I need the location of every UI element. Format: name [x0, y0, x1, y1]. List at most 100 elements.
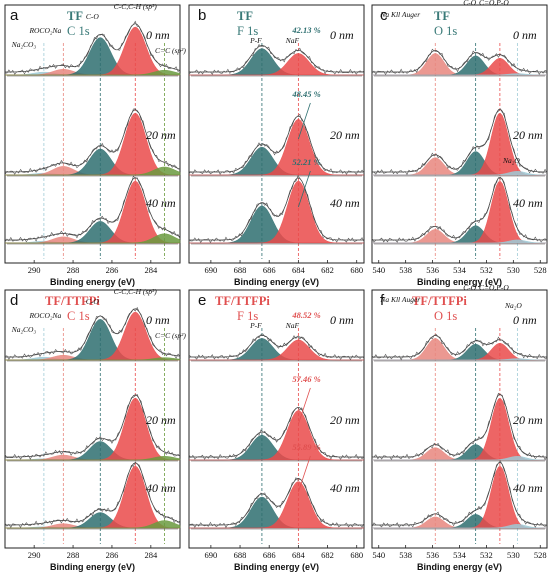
raw-spectrum — [4, 20, 181, 75]
peak-component — [189, 410, 364, 461]
depth-label: 20 nm — [146, 413, 176, 427]
peak-component — [189, 481, 364, 529]
naf-percentage-label: 57.46 % — [292, 374, 320, 384]
peak-label: ROCO₂Na — [28, 311, 61, 320]
sample-title: TF — [237, 9, 253, 23]
x-axis-label: Binding energy (eV) — [234, 277, 319, 287]
fit-envelope — [5, 394, 181, 458]
raw-spectrum — [4, 175, 181, 243]
raw-spectrum — [371, 48, 548, 76]
peak-component — [372, 358, 548, 361]
peak-component — [5, 357, 181, 361]
x-tick-label: 688 — [234, 550, 247, 560]
x-tick-label: 534 — [453, 265, 467, 275]
depth-label: 0 nm — [330, 28, 354, 42]
raw-spectrum — [4, 108, 181, 175]
panel-frame — [188, 289, 365, 549]
peak-component — [372, 524, 548, 529]
naf-percentage-label: 42.13 % — [291, 25, 320, 35]
x-tick-label: 680 — [350, 265, 363, 275]
peak-label: C-C,C-H (sp³) — [114, 2, 158, 11]
sample-title: TF/TTFPi — [215, 294, 270, 308]
panel-frame — [4, 289, 181, 549]
percentage-arrow — [297, 102, 311, 140]
x-tick-label: 690 — [205, 265, 218, 275]
naf-percentage-label: 52.21 % — [292, 157, 320, 167]
fit-envelope — [372, 50, 548, 73]
peak-component — [372, 171, 548, 176]
depth-label: 0 nm — [513, 313, 537, 327]
x-tick-label: 688 — [234, 265, 247, 275]
x-tick-label: 684 — [292, 265, 306, 275]
peak-component — [372, 456, 548, 461]
depth-label: 40 nm — [146, 481, 176, 495]
percentage-arrow — [297, 387, 311, 425]
x-axis-label: Binding energy (eV) — [234, 562, 319, 572]
peak-label: C-O — [463, 0, 477, 7]
peak-label: C=C (sp²) — [155, 46, 186, 55]
sample-title: TF — [434, 9, 450, 23]
panel-a: a TFC 1s 0 nm 20 nm 40 nm Na₂CO₃ ROCO₂Na C-O C-C… — [4, 2, 186, 287]
x-tick-label: 538 — [399, 265, 412, 275]
peak-label: NaF — [285, 321, 300, 330]
peak-component — [189, 339, 364, 361]
peak-label: C-O — [86, 297, 100, 306]
peak-component — [5, 520, 181, 529]
peak-label: Na₂O — [504, 301, 522, 310]
x-axis-label: Binding energy (eV) — [50, 562, 135, 572]
peak-component — [372, 343, 547, 361]
peak-label: Na₂CO₃ — [11, 325, 37, 334]
panel-letter: d — [10, 292, 18, 309]
peak-label: NaF — [285, 36, 300, 45]
fit-envelope — [189, 406, 364, 458]
x-tick-label: 690 — [205, 550, 218, 560]
panel-letter: f — [380, 292, 385, 309]
peak-label: C-C,C-H (sp³) — [114, 287, 158, 296]
peak-label: C-O — [463, 283, 477, 292]
peak-component — [372, 465, 547, 529]
x-tick-label: 536 — [426, 265, 439, 275]
region-title: O 1s — [434, 24, 457, 38]
x-tick-label: 528 — [534, 550, 547, 560]
peak-component — [5, 233, 181, 244]
sample-title: TF/TTFPi — [45, 294, 100, 308]
peak-label: P-F — [249, 36, 262, 45]
fit-envelope — [5, 109, 181, 173]
depth-label: 0 nm — [513, 28, 537, 42]
peak-component — [189, 119, 364, 176]
peak-label: Na Kll Auger — [379, 295, 420, 304]
depth-label: 20 nm — [330, 413, 360, 427]
raw-spectrum — [4, 461, 181, 528]
percentage-arrow — [297, 170, 311, 208]
region-title: C 1s — [67, 24, 90, 38]
naf-percentage-label: 48.52 % — [291, 310, 320, 320]
panel-frame — [188, 4, 365, 264]
peak-label: C=O,P-O — [479, 0, 509, 7]
x-axis-label: Binding energy (eV) — [417, 277, 502, 287]
x-tick-label: 534 — [453, 550, 467, 560]
x-tick-label: 530 — [507, 265, 520, 275]
x-tick-label: 540 — [372, 265, 385, 275]
x-tick-label: 290 — [28, 265, 41, 275]
peak-component — [5, 456, 181, 461]
peak-label: C-O — [86, 12, 100, 21]
peak-component — [189, 180, 364, 244]
x-tick-label: 536 — [426, 550, 439, 560]
peak-component — [5, 69, 181, 76]
raw-spectrum — [188, 477, 365, 529]
panel-c: c TFO 1s 0 nm 20 nm 40 nm Na Kll Auger C-O C=O,… — [371, 0, 548, 287]
x-axis-label: Binding energy (eV) — [50, 277, 135, 287]
peak-label: C=C (sp²) — [155, 331, 186, 340]
depth-label: 0 nm — [146, 313, 170, 327]
fit-envelope — [189, 45, 364, 73]
raw-spectrum — [371, 460, 548, 528]
depth-label: 20 nm — [330, 128, 360, 142]
peak-label: P-F — [249, 321, 262, 330]
peak-component — [189, 53, 364, 76]
peak-label: Na Kll Auger — [379, 10, 420, 19]
x-tick-label: 286 — [106, 550, 119, 560]
depth-label: 40 nm — [330, 196, 360, 210]
x-tick-label: 532 — [480, 550, 493, 560]
